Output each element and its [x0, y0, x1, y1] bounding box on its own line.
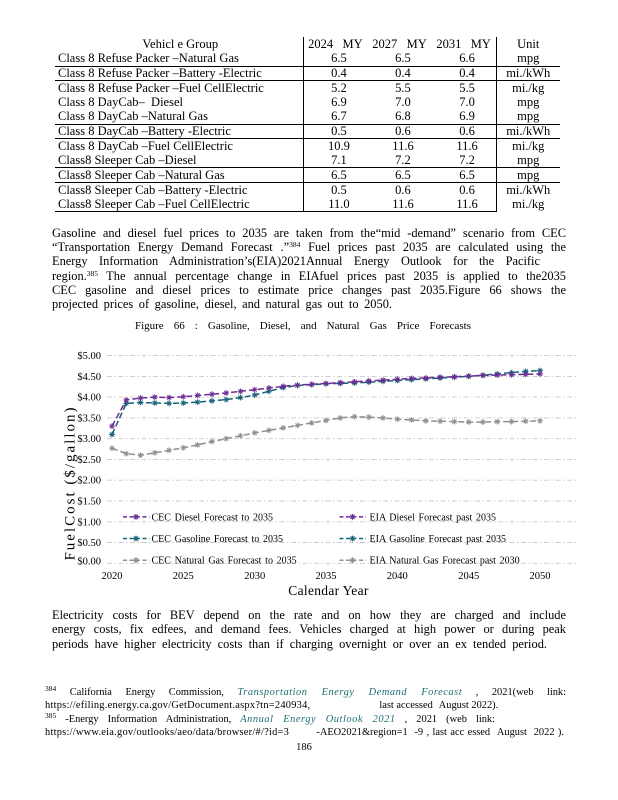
svg-text:2050: 2050 [530, 571, 551, 582]
svg-text:2025: 2025 [173, 571, 194, 582]
svg-text:EIA Natural Gas Forecast past: EIA Natural Gas Forecast past 2030 [370, 556, 520, 567]
svg-text:2045: 2045 [458, 571, 479, 582]
svg-text:$3.50: $3.50 [77, 413, 101, 424]
svg-text:$0.50: $0.50 [77, 538, 101, 549]
svg-text:$5.00: $5.00 [77, 351, 101, 362]
svg-text:FuelCost ($/gallon): FuelCost ($/gallon) [63, 405, 79, 560]
svg-text:2020: 2020 [102, 571, 123, 582]
svg-text:EIA Gasoline Forecast past 203: EIA Gasoline Forecast past 2035 [370, 534, 506, 545]
svg-text:2040: 2040 [387, 571, 408, 582]
svg-text:EIA Diesel Forecast past 2035: EIA Diesel Forecast past 2035 [370, 512, 496, 523]
svg-text:$1.50: $1.50 [77, 497, 101, 508]
svg-text:Calendar Year: Calendar Year [288, 583, 369, 598]
svg-text:CEC Natural Gas Forecast to 20: CEC Natural Gas Forecast to 2035 [152, 556, 297, 567]
svg-text:$2.00: $2.00 [77, 476, 101, 487]
svg-text:$3.00: $3.00 [77, 434, 101, 445]
svg-text:2035: 2035 [316, 571, 337, 582]
svg-text:$2.50: $2.50 [77, 455, 101, 466]
svg-text:$0.00: $0.00 [77, 556, 101, 567]
svg-text:$4.00: $4.00 [77, 393, 101, 404]
svg-text:CEC Gasoline Forecast to 2035: CEC Gasoline Forecast to 2035 [152, 534, 283, 545]
svg-text:$4.50: $4.50 [77, 372, 101, 383]
svg-text:CEC Diesel Forecast to 2035: CEC Diesel Forecast to 2035 [152, 512, 273, 523]
svg-text:2030: 2030 [244, 571, 265, 582]
svg-text:$1.00: $1.00 [77, 517, 101, 528]
